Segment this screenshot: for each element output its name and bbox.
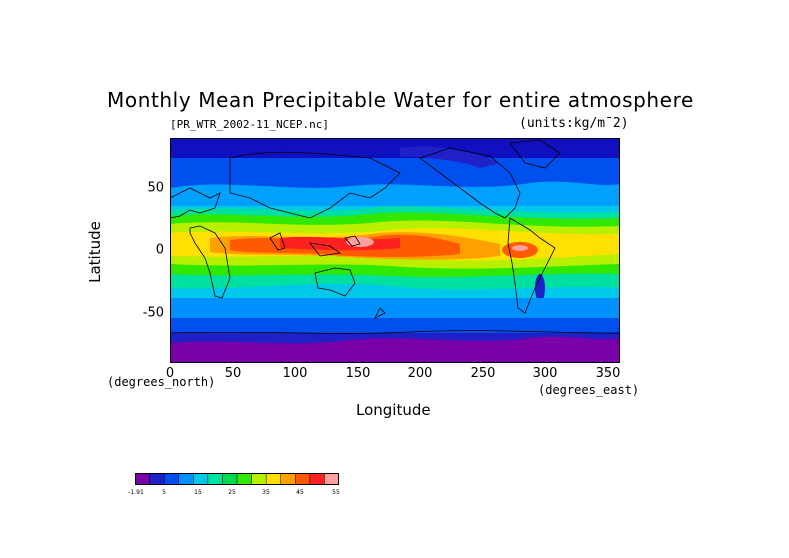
colorbar-swatch [163,473,180,485]
y-axis-label: Latitude [86,221,104,283]
y-tick-label: -50 [142,305,164,321]
y-tick-label: 50 [147,180,164,196]
colorbar-swatch [280,473,296,485]
colorbar-swatch [135,473,151,485]
y-tick-labels: 50 0 -50 [120,138,164,363]
colorbar-swatch [178,473,194,485]
colorbar-swatch [265,473,282,485]
colorbar-swatch [207,473,223,485]
contour-band [346,237,374,247]
x-tick-label: 300 [532,366,558,381]
x-tick-label: 200 [407,366,433,381]
x-tick-labels: 0 50 100 150 200 250 300 350 [166,366,621,382]
colorbar-swatch [251,473,267,485]
colorbar-label: 35 [262,489,270,496]
map-frame [170,138,620,363]
colorbar-label: 5 [162,489,166,496]
colorbar-label: -1.91 [128,489,144,496]
colorbar [135,473,339,485]
x-axis-label: Longitude [356,401,431,419]
contour-band [535,274,545,302]
x-tick-label: 50 [224,366,242,381]
contour-band [400,146,500,168]
colorbar-label: 25 [228,489,236,496]
x-tick-label: 100 [282,366,308,381]
coastlines [170,139,620,334]
y-tick-label: 0 [155,242,164,258]
chart-title: Monthly Mean Precipitable Water for enti… [107,88,694,112]
colorbar-swatch [193,473,209,485]
antarctic-band [170,336,620,363]
colorbar-label: 15 [194,489,202,496]
contour-band [170,298,620,320]
x-tick-label: 150 [345,366,371,381]
x-tick-label: 250 [470,366,496,381]
x-units-label: (degrees_east) [538,383,640,397]
contour-band [170,181,620,208]
units-label: (units:kg/m¯2) [519,116,629,131]
x-tick-label: 350 [595,366,621,381]
y-units-label: (degrees_north) [107,375,216,389]
colorbar-label: 45 [296,489,304,496]
colorbar-swatch [324,473,339,485]
colorbar-swatch [222,473,238,485]
colorbar-swatch [295,473,311,485]
precipitable-water-map [170,138,620,363]
colorbar-label: 55 [332,489,340,496]
colorbar-swatch [149,473,165,485]
x-tick-label: 0 [165,366,175,381]
file-label: [PR_WTR_2002-11_NCEP.nc] [170,118,329,131]
colorbar-swatch [236,473,253,485]
colorbar-swatch [309,473,325,485]
south-band [170,318,620,333]
contour-band [512,245,528,251]
colorbar-frame [135,473,339,485]
